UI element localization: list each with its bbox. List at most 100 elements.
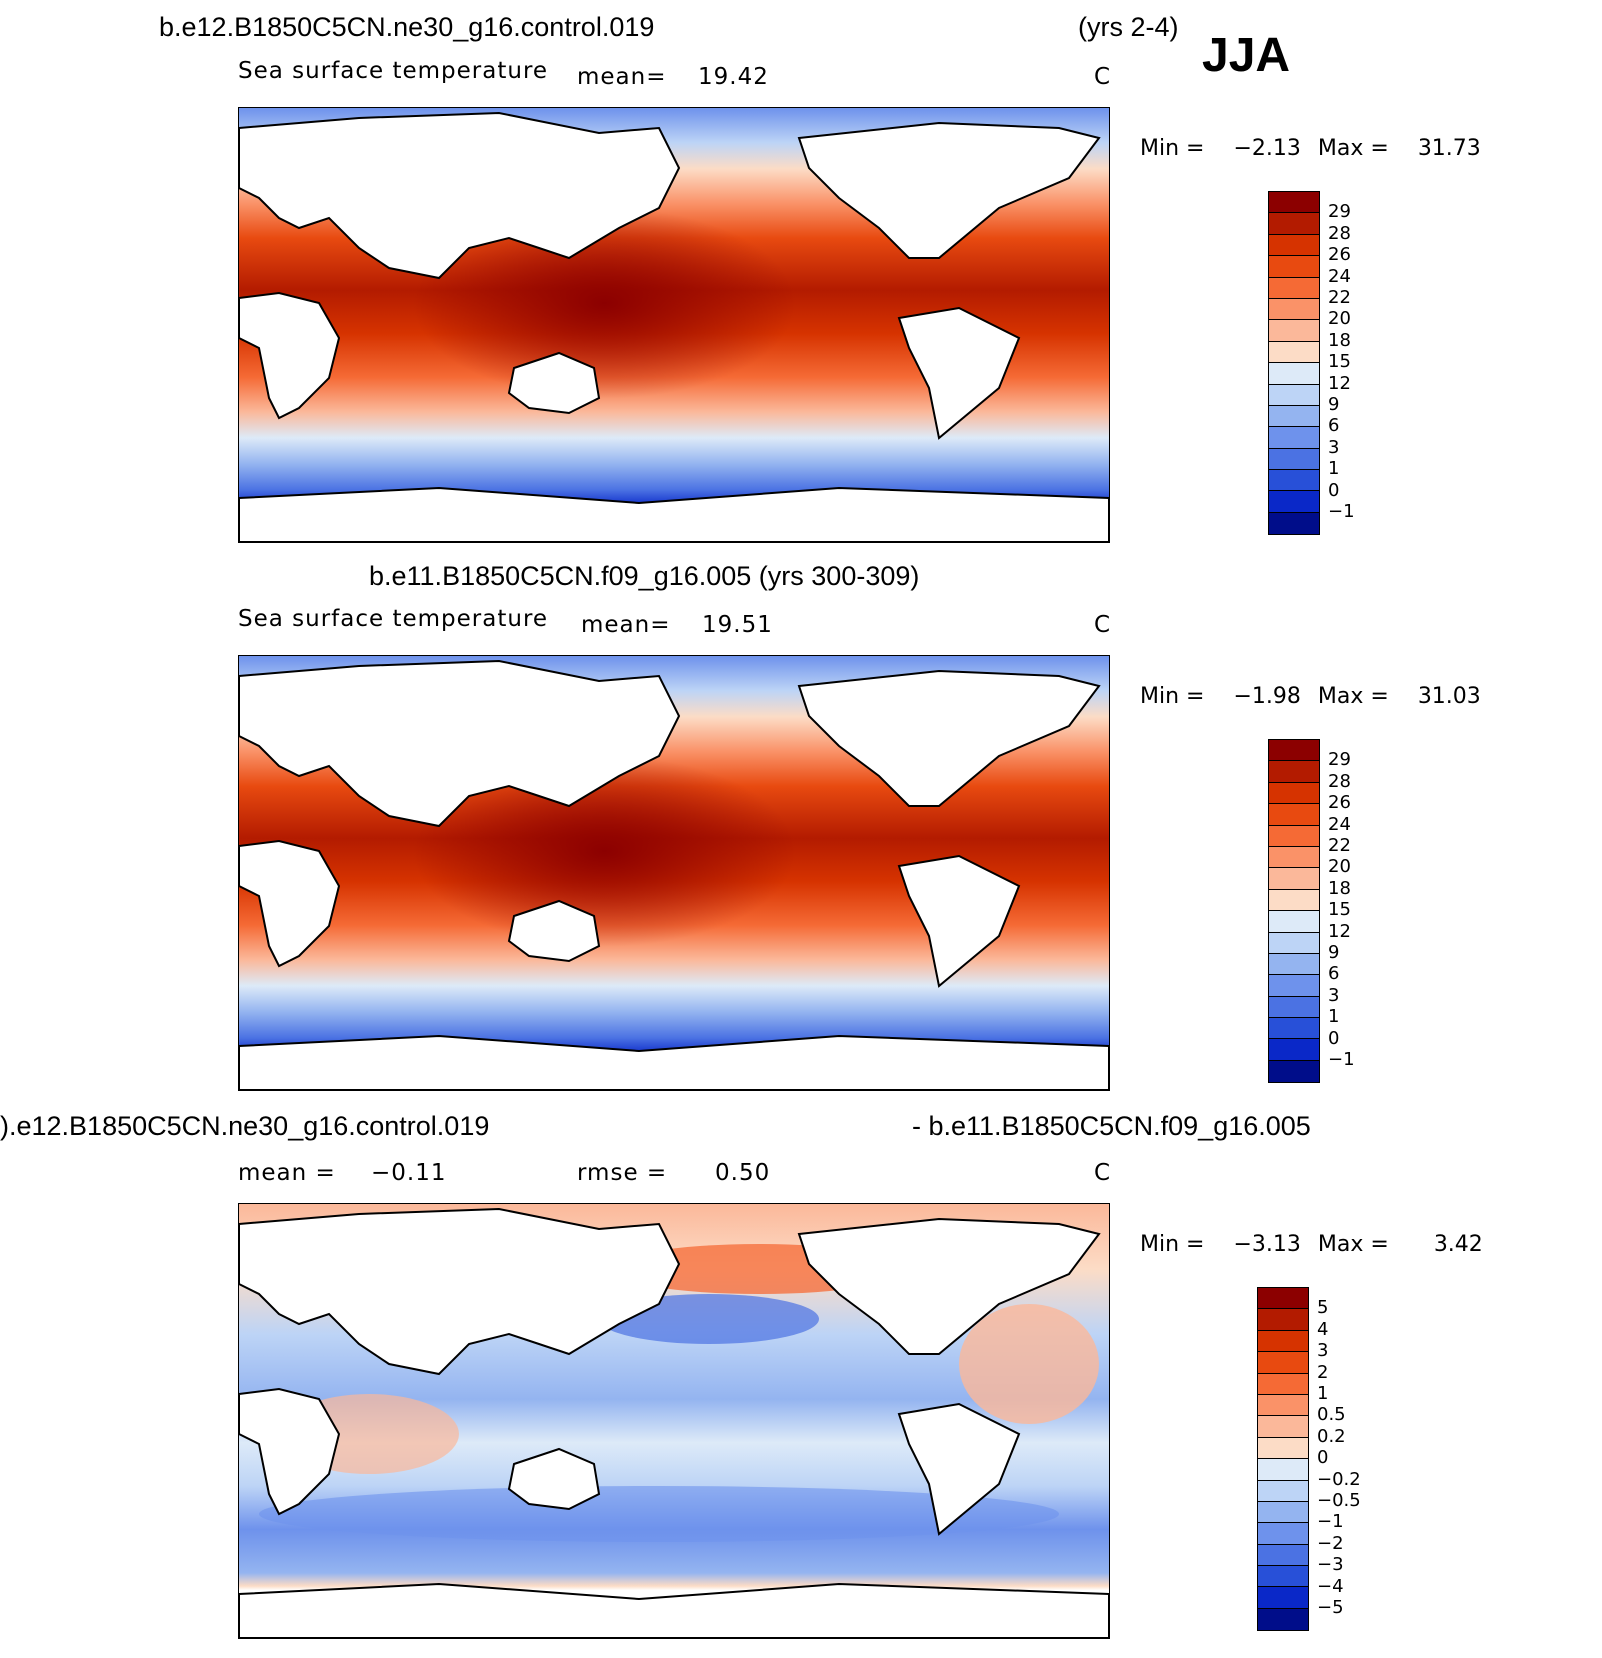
colorbar-bin [1269, 932, 1319, 954]
colorbar-tick-label: 6 [1328, 963, 1340, 985]
colorbar-tick-label: 0 [1317, 1447, 1329, 1469]
colorbar-bin [1269, 996, 1319, 1019]
panel-middle-mean-value: 19.51 [702, 612, 773, 638]
colorbar-tick-label: 26 [1328, 792, 1351, 814]
panel-middle-run-title: b.e11.B1850C5CN.f09_g16.005 (yrs 300-309… [369, 561, 920, 591]
colorbar-bin [1269, 427, 1319, 449]
colorbar-bin [1269, 825, 1319, 847]
panel-bottom-rmse-label: rmse = [577, 1160, 668, 1186]
colorbar-tick-label: 15 [1328, 351, 1351, 373]
colorbar-tick-label: 18 [1328, 877, 1351, 899]
colorbar-bin [1258, 1501, 1308, 1524]
colorbar-tick-label: −4 [1317, 1575, 1344, 1597]
colorbar-tick-label: 1 [1328, 1006, 1340, 1028]
colorbar-bin [1269, 782, 1319, 805]
colorbar-bin [1258, 1544, 1308, 1567]
panel-middle-variable: Sea surface temperature [238, 606, 549, 632]
panel-top-max-value: 31.73 [1417, 136, 1481, 161]
panel-middle-max-value: 31.03 [1417, 684, 1481, 709]
colorbar-tick-label: −5 [1317, 1597, 1344, 1618]
land-eurasia [239, 111, 681, 280]
panel-top-run-title: b.e12.B1850C5CN.ne30_g16.control.019 [159, 12, 655, 42]
colorbar-bin [1269, 384, 1319, 406]
colorbar-bin [1269, 234, 1319, 257]
colorbar-bin [1269, 470, 1319, 492]
colorbar-tick-label: 12 [1328, 920, 1351, 942]
colorbar-tick-label: 2 [1317, 1361, 1329, 1383]
land-north-america [797, 669, 1101, 807]
colorbar-tick-label: 0.2 [1317, 1425, 1346, 1447]
colorbar-tick-label: 4 [1317, 1318, 1329, 1340]
colorbar-bin [1269, 975, 1319, 997]
land-antarctica [239, 1034, 1109, 1090]
colorbar-tick-label: 26 [1328, 244, 1351, 266]
colorbar-tick-label: −0.2 [1317, 1468, 1361, 1490]
panel-bottom-map [238, 1203, 1110, 1639]
panel-top-mean-value: 19.42 [698, 64, 769, 90]
panel-top-min-value: −2.13 [1233, 136, 1301, 161]
panel-bottom-max-label: Max = [1317, 1232, 1389, 1257]
colorbar-bin [1269, 889, 1319, 912]
colorbar-bin [1269, 491, 1319, 513]
anomaly-north-atlantic-warm [959, 1304, 1099, 1424]
colorbar-tick-label: 18 [1328, 329, 1351, 351]
colorbar-bin [1258, 1330, 1308, 1353]
colorbar-tick-label: 20 [1328, 856, 1351, 878]
panel-middle-max-label: Max = [1317, 684, 1389, 709]
colorbar-tick-label: 15 [1328, 899, 1351, 921]
colorbar-bin [1269, 298, 1319, 321]
panel-top-min-label: Min = [1140, 136, 1205, 161]
land-eurasia [239, 1207, 681, 1376]
panel-bottom-rmse-value: 0.50 [715, 1160, 771, 1186]
colorbar-bin [1269, 761, 1319, 783]
colorbar-tick-label: 3 [1317, 1340, 1329, 1362]
land-north-america [797, 121, 1101, 259]
land-antarctica [239, 1582, 1109, 1638]
colorbar-tick-label: 0.5 [1317, 1404, 1346, 1426]
land-masses [239, 1207, 1109, 1638]
panel-top-mean-label: mean= [577, 64, 667, 90]
colorbar-tick-label: 24 [1328, 265, 1351, 287]
panel-top-max-label: Max = [1317, 136, 1389, 161]
panel-bottom-run-title-left: ).e12.B1850C5CN.ne30_g16.control.019 [0, 1111, 490, 1141]
land-masses [239, 659, 1109, 1090]
panel-middle-mean-label: mean= [581, 612, 671, 638]
colorbar-bin [1269, 846, 1319, 869]
season-label: JJA [1202, 29, 1291, 82]
colorbar-tick-label: 3 [1328, 984, 1340, 1006]
land-australia [507, 899, 601, 963]
colorbar-bin [1269, 868, 1319, 890]
colorbar-tick-label: 6 [1328, 415, 1340, 437]
colorbar-bin [1258, 1373, 1308, 1395]
colorbar-tick-label: 0 [1328, 479, 1340, 501]
colorbar-bin [1269, 363, 1319, 385]
land-south-america [897, 306, 1021, 440]
colorbar-tick-label: 5 [1317, 1297, 1329, 1319]
land-australia [507, 351, 601, 415]
panel-bottom-max-value: 3.42 [1433, 1232, 1483, 1257]
land-africa [239, 291, 341, 420]
colorbar-tick-label: 20 [1328, 308, 1351, 330]
colorbar-tick-label: 28 [1328, 222, 1351, 244]
colorbar-tick-label: −3 [1317, 1554, 1344, 1576]
panel-bottom-mean-label: mean = [238, 1160, 336, 1186]
panel-bottom-mean-value: −0.11 [371, 1160, 447, 1186]
panel-top-years: (yrs 2-4) [1078, 12, 1179, 42]
panel-bottom-min-value: −3.13 [1233, 1232, 1301, 1257]
panel-middle-min-label: Min = [1140, 684, 1205, 709]
colorbar-bin [1258, 1288, 1308, 1310]
colorbar-tick-label: 1 [1317, 1383, 1329, 1404]
anomaly-southern-cool [259, 1486, 1059, 1542]
colorbar-bin [1269, 213, 1319, 235]
colorbar-tick-label: −0.5 [1317, 1490, 1361, 1511]
colorbar-bin [1269, 448, 1319, 471]
panel-bottom-min-label: Min = [1140, 1232, 1205, 1257]
land-south-america [897, 854, 1021, 988]
land-antarctica [239, 486, 1109, 542]
panel-middle-map [238, 655, 1110, 1091]
colorbar-tick-label: 29 [1328, 749, 1351, 771]
colorbar-bin [1269, 277, 1319, 299]
colorbar-tick-label: 9 [1328, 942, 1340, 963]
colorbar-bin [1269, 740, 1319, 762]
colorbar-tick-label: 1 [1328, 458, 1340, 480]
